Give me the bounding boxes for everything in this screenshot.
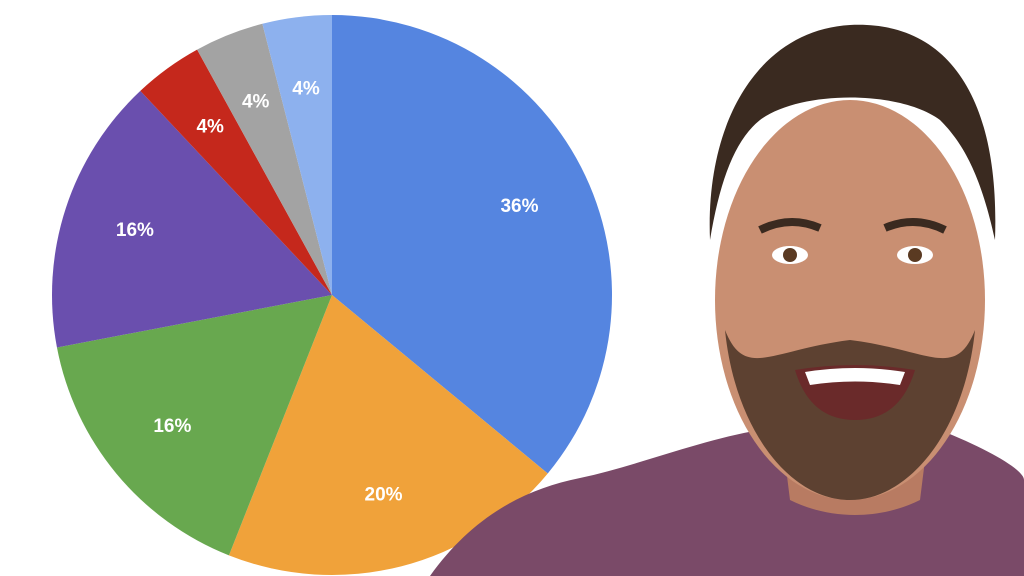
data-label: 16% xyxy=(153,416,191,437)
pupil xyxy=(908,248,922,262)
pie-chart: 36% 20% 16% 16% 4% 4% 4% xyxy=(52,15,612,575)
hair xyxy=(709,24,996,240)
data-label: 20% xyxy=(365,485,403,506)
person-photo xyxy=(430,24,1024,576)
pie-slice xyxy=(332,15,612,474)
pupil xyxy=(783,248,797,262)
pie-slice xyxy=(228,295,548,575)
pie-slice xyxy=(52,90,333,348)
pie-slice xyxy=(56,295,333,556)
pie-slice xyxy=(140,49,332,296)
eyebrow xyxy=(758,217,822,234)
pie-slice xyxy=(197,23,332,295)
data-label: 4% xyxy=(292,78,320,99)
pie-slice xyxy=(262,15,332,295)
eyebrow xyxy=(883,217,947,234)
data-label: 4% xyxy=(196,116,224,137)
data-label: 36% xyxy=(500,196,538,217)
data-label: 16% xyxy=(116,220,154,241)
data-label: 4% xyxy=(242,91,270,112)
teeth xyxy=(805,368,905,385)
